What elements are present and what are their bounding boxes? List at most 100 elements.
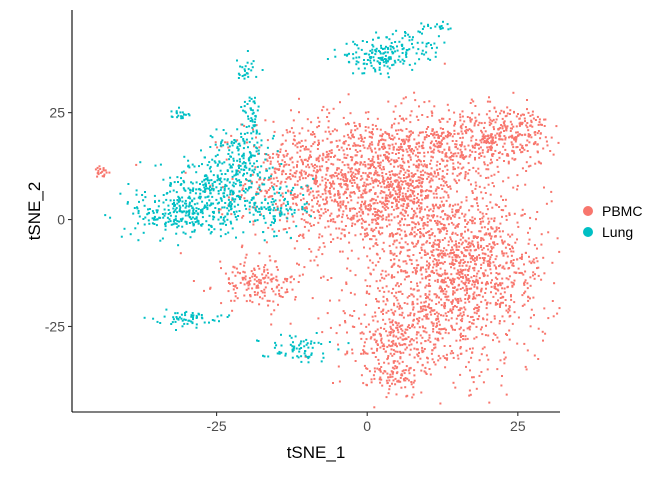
data-point	[352, 171, 355, 174]
data-point	[472, 258, 474, 261]
data-point	[540, 162, 542, 165]
data-point	[425, 373, 428, 375]
data-point	[477, 270, 480, 273]
data-point	[454, 122, 456, 125]
data-point	[365, 183, 368, 186]
data-point	[487, 148, 490, 151]
data-point	[481, 272, 484, 275]
data-point	[463, 246, 466, 249]
data-point	[476, 306, 479, 309]
data-point	[389, 176, 392, 179]
data-point	[242, 231, 245, 234]
data-point	[286, 291, 289, 293]
data-point	[244, 256, 247, 259]
data-point	[242, 270, 245, 273]
data-point	[499, 292, 502, 295]
data-point	[203, 156, 206, 159]
data-point	[369, 172, 372, 175]
data-point	[362, 212, 365, 215]
data-point	[467, 243, 470, 246]
data-point	[447, 194, 450, 197]
data-point	[336, 236, 339, 239]
data-point	[396, 326, 399, 329]
data-point	[198, 195, 201, 198]
data-point	[323, 245, 326, 248]
data-point	[471, 257, 473, 260]
data-point	[312, 169, 315, 172]
data-point	[256, 210, 259, 213]
data-point	[288, 176, 291, 179]
data-point	[413, 91, 416, 94]
data-point	[263, 269, 266, 272]
data-point	[334, 154, 337, 157]
data-point	[493, 128, 495, 131]
data-point	[291, 156, 294, 159]
data-point	[234, 140, 237, 143]
data-point	[431, 203, 434, 206]
data-point	[459, 288, 462, 290]
data-point	[410, 293, 413, 296]
data-point	[228, 158, 231, 161]
data-point	[439, 402, 442, 405]
data-point	[345, 283, 348, 285]
data-point	[240, 246, 243, 249]
data-point	[340, 289, 343, 292]
data-point	[421, 218, 424, 220]
data-point	[457, 271, 460, 274]
data-point	[264, 189, 267, 192]
data-point	[230, 203, 233, 206]
data-point	[231, 309, 234, 312]
data-point	[446, 120, 449, 123]
data-point	[441, 170, 444, 173]
data-point	[273, 170, 276, 173]
data-point	[474, 105, 477, 107]
data-point	[265, 169, 268, 172]
data-point	[556, 237, 559, 240]
data-point	[264, 119, 267, 122]
data-point	[269, 209, 272, 212]
data-point	[225, 132, 228, 135]
data-point	[341, 161, 344, 164]
data-point	[361, 210, 364, 213]
data-point	[437, 244, 440, 247]
data-point	[447, 223, 450, 226]
data-point	[413, 198, 416, 200]
data-point	[376, 320, 379, 323]
data-point	[311, 165, 314, 168]
data-point	[278, 219, 281, 222]
data-point	[472, 319, 475, 322]
data-point	[318, 233, 321, 236]
data-point	[387, 215, 390, 218]
data-point	[234, 295, 237, 298]
data-point	[383, 345, 386, 348]
data-point	[268, 255, 271, 258]
data-point	[278, 211, 281, 214]
data-point	[411, 325, 413, 328]
data-point	[473, 285, 476, 288]
data-point	[233, 139, 236, 142]
data-point	[371, 197, 374, 200]
data-point	[381, 309, 384, 312]
data-point	[267, 206, 270, 209]
data-point	[223, 220, 226, 223]
data-point	[398, 172, 401, 175]
data-point	[256, 291, 259, 294]
data-point	[393, 262, 396, 265]
data-point	[222, 144, 225, 147]
data-point	[273, 215, 276, 218]
data-point	[357, 144, 360, 147]
data-point	[416, 285, 419, 287]
data-point	[429, 285, 432, 287]
data-point	[141, 194, 144, 196]
data-point	[178, 208, 181, 211]
data-point	[445, 232, 448, 235]
data-point	[503, 291, 506, 294]
data-point	[446, 272, 449, 275]
data-point	[217, 209, 220, 212]
data-point	[333, 200, 336, 203]
data-point	[528, 260, 531, 263]
data-point	[399, 344, 402, 347]
data-point	[438, 253, 441, 256]
data-point	[441, 117, 443, 120]
data-point	[424, 340, 427, 343]
